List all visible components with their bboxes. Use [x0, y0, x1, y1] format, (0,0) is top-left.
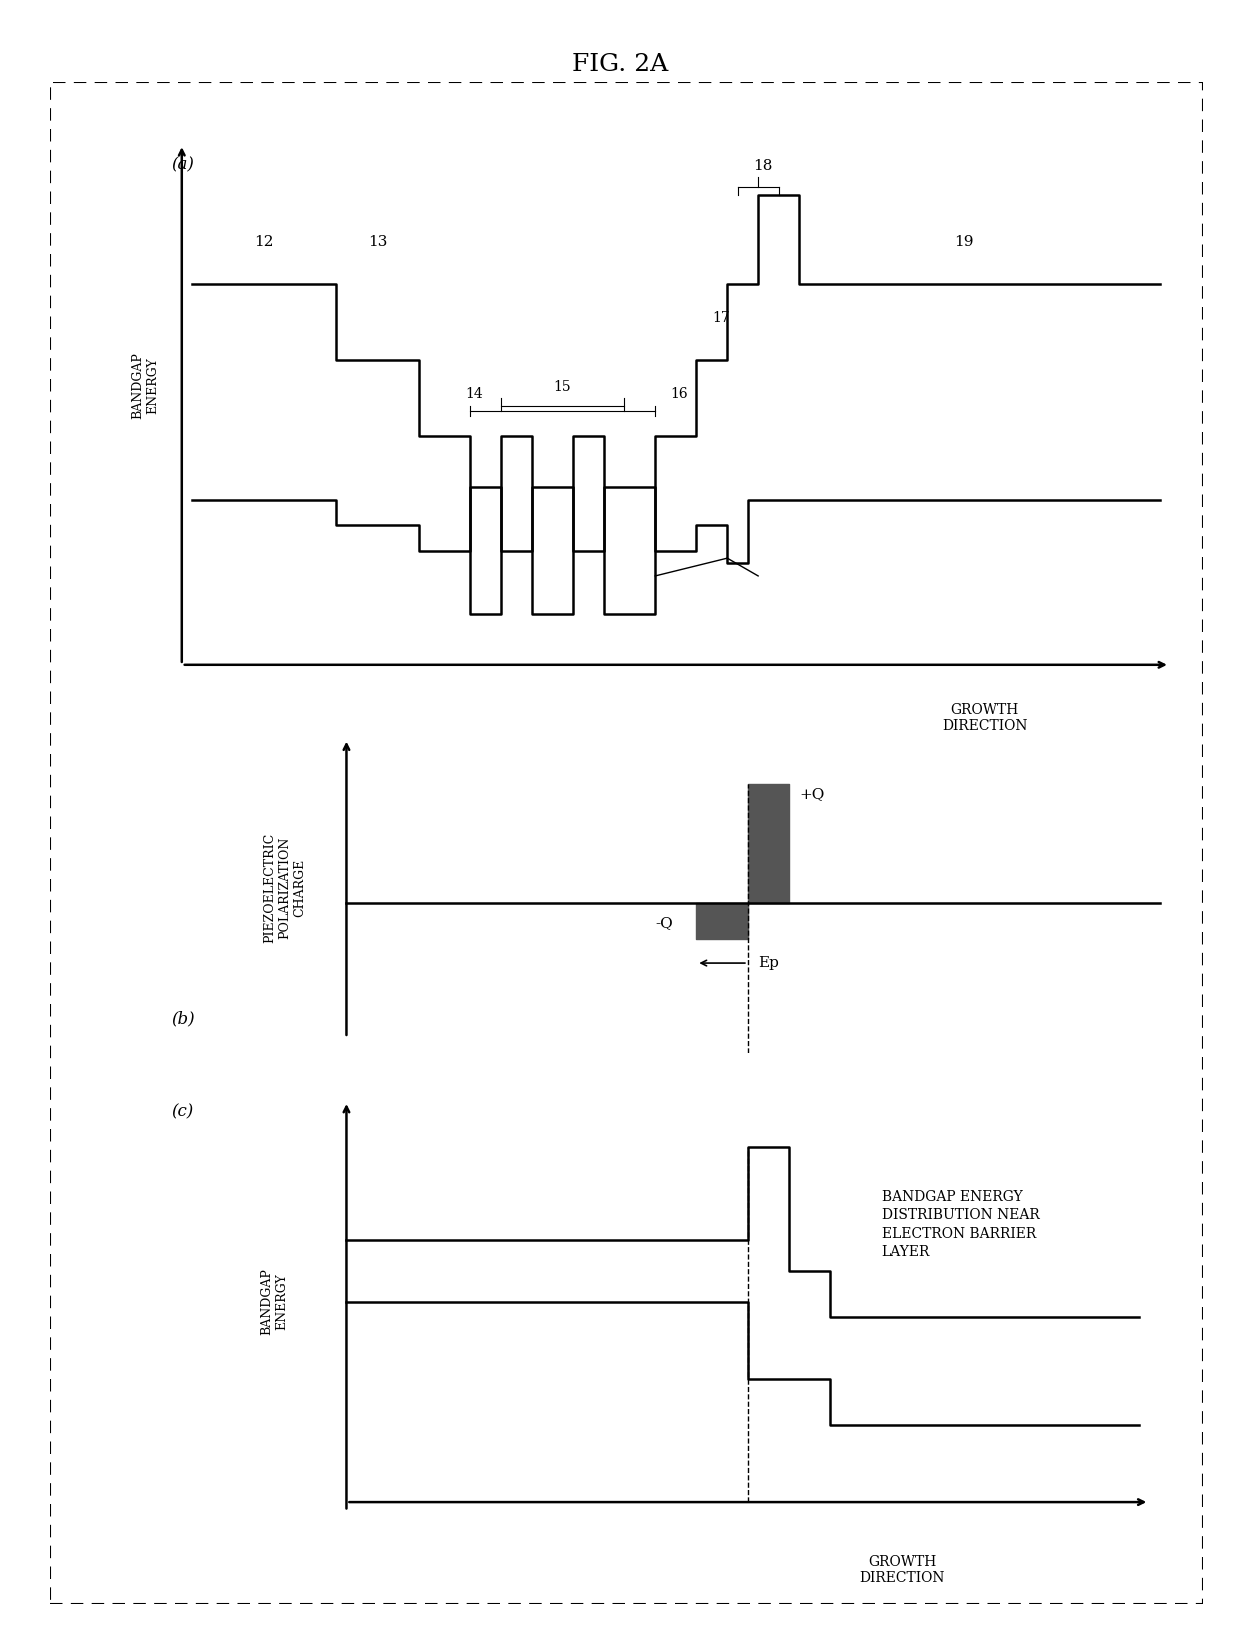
Text: (a): (a) — [171, 156, 195, 174]
Text: 12: 12 — [254, 235, 274, 248]
Text: PIEZOELECTRIC
POLARIZATION
CHARGE: PIEZOELECTRIC POLARIZATION CHARGE — [263, 832, 306, 944]
Text: 13: 13 — [367, 235, 387, 248]
Text: 15: 15 — [554, 380, 572, 393]
Text: -Q: -Q — [655, 916, 673, 929]
Text: Ep: Ep — [758, 956, 779, 971]
Text: +Q: +Q — [800, 788, 825, 801]
Text: 19: 19 — [955, 235, 973, 248]
Text: (c): (c) — [171, 1104, 193, 1120]
Text: BANDGAP
ENERGY: BANDGAP ENERGY — [131, 352, 160, 419]
Text: BANDGAP ENERGY
DISTRIBUTION NEAR
ELECTRON BARRIER
LAYER: BANDGAP ENERGY DISTRIBUTION NEAR ELECTRO… — [882, 1189, 1039, 1258]
Text: (b): (b) — [171, 1010, 195, 1026]
Text: FIG. 2A: FIG. 2A — [572, 53, 668, 76]
Text: 14: 14 — [465, 387, 482, 401]
Text: BANDGAP
ENERGY: BANDGAP ENERGY — [260, 1268, 289, 1336]
Text: 17: 17 — [712, 311, 729, 326]
Text: 16: 16 — [671, 387, 688, 401]
Text: 18: 18 — [754, 158, 773, 173]
Text: GROWTH
DIRECTION: GROWTH DIRECTION — [942, 702, 1027, 734]
Text: GROWTH
DIRECTION: GROWTH DIRECTION — [859, 1555, 945, 1584]
